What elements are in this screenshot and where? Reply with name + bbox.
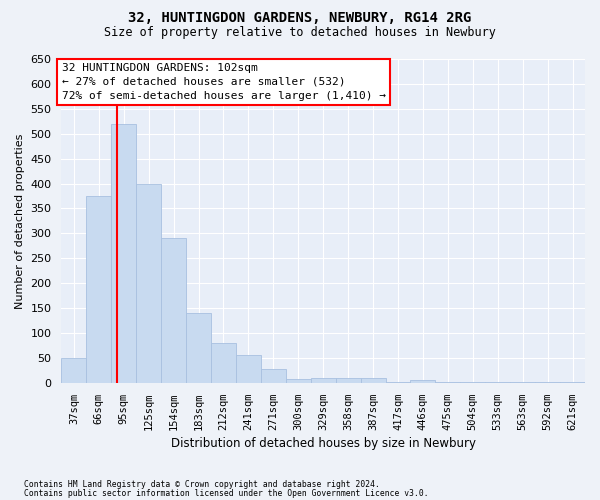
Bar xyxy=(410,380,436,383)
Bar xyxy=(311,378,335,383)
Bar xyxy=(161,238,186,383)
Text: Contains public sector information licensed under the Open Government Licence v3: Contains public sector information licen… xyxy=(24,489,428,498)
Bar xyxy=(211,343,236,383)
Bar xyxy=(86,196,111,383)
Text: 32, HUNTINGDON GARDENS, NEWBURY, RG14 2RG: 32, HUNTINGDON GARDENS, NEWBURY, RG14 2R… xyxy=(128,11,472,25)
Y-axis label: Number of detached properties: Number of detached properties xyxy=(15,133,25,308)
Bar xyxy=(436,382,460,383)
Bar xyxy=(335,378,361,383)
Bar xyxy=(136,184,161,383)
Bar xyxy=(111,124,136,383)
Bar xyxy=(261,369,286,383)
Bar xyxy=(61,358,86,383)
Bar xyxy=(186,313,211,383)
Bar xyxy=(236,356,261,383)
Text: 32 HUNTINGDON GARDENS: 102sqm
← 27% of detached houses are smaller (532)
72% of : 32 HUNTINGDON GARDENS: 102sqm ← 27% of d… xyxy=(62,63,386,101)
Bar xyxy=(286,379,311,383)
Text: Contains HM Land Registry data © Crown copyright and database right 2024.: Contains HM Land Registry data © Crown c… xyxy=(24,480,380,489)
Text: Size of property relative to detached houses in Newbury: Size of property relative to detached ho… xyxy=(104,26,496,39)
Bar xyxy=(386,382,410,383)
Bar xyxy=(361,378,386,383)
X-axis label: Distribution of detached houses by size in Newbury: Distribution of detached houses by size … xyxy=(171,437,476,450)
